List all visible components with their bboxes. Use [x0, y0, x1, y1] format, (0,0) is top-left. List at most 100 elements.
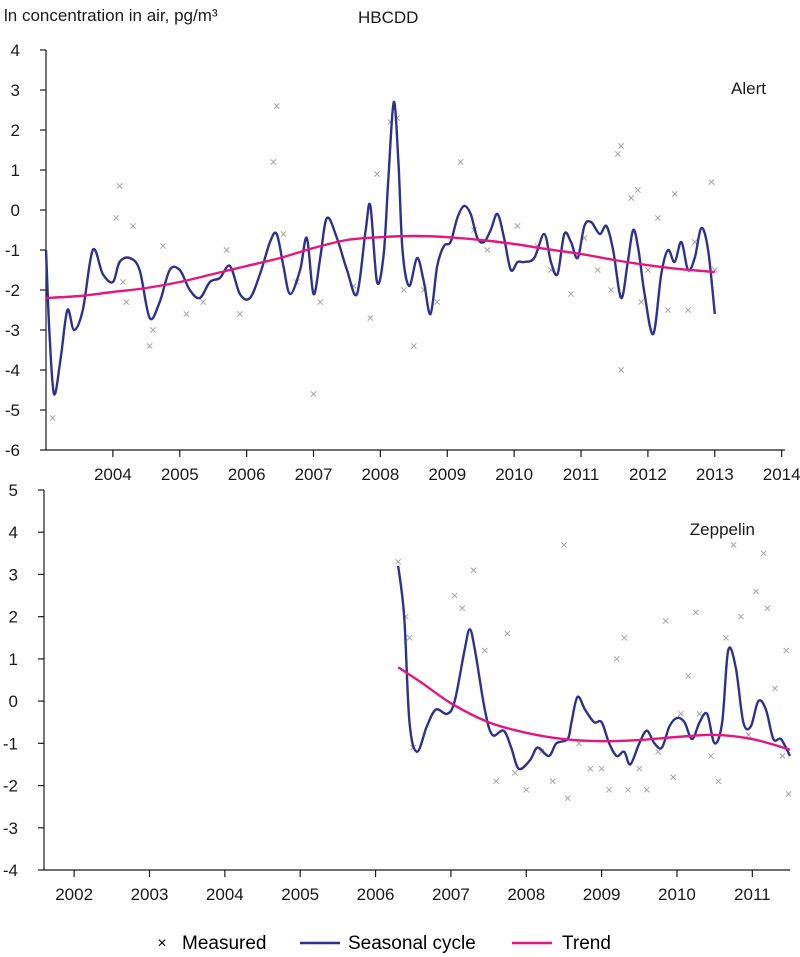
measured-point	[470, 567, 477, 574]
y-tick-label: 3	[11, 81, 20, 100]
seasonal-cycle-line	[397, 565, 792, 771]
measured-point	[636, 765, 643, 772]
measured-point	[183, 311, 190, 317]
measured-point	[367, 315, 374, 321]
measured-point	[119, 279, 126, 285]
x-tick-label: 2010	[658, 885, 696, 904]
measured-point	[708, 179, 715, 185]
x-tick-label: 2003	[131, 885, 169, 904]
measured-point	[779, 753, 786, 759]
measured-point	[644, 267, 651, 273]
measured-point	[512, 769, 518, 776]
measured-point	[621, 634, 628, 641]
legend: × Measured Seasonal cycle Trend	[157, 933, 611, 954]
x-tick-label: 2014	[763, 465, 800, 484]
measured-point	[146, 343, 153, 349]
x-tick-label: 2007	[295, 465, 333, 484]
x-tick-label: 2009	[428, 465, 466, 484]
measured-point	[493, 778, 500, 785]
measured-point	[200, 299, 207, 305]
measured-point	[685, 307, 691, 313]
legend-seasonal-label: Seasonal cycle	[348, 933, 476, 954]
x-tick-label: 2009	[583, 885, 621, 904]
x-tick-label: 2004	[206, 885, 244, 904]
measured-point	[722, 634, 729, 641]
y-tick-label: 1	[9, 650, 18, 669]
measured-point	[655, 748, 662, 755]
x-tick-label: 2012	[629, 465, 667, 484]
x-tick-label: 2008	[361, 465, 399, 484]
seasonal-cycle-line	[44, 100, 716, 396]
measured-point	[618, 143, 625, 149]
measured-point	[764, 605, 771, 612]
compound-title: HBCDD	[358, 8, 419, 27]
measured-point	[310, 391, 317, 397]
measured-point	[598, 765, 605, 772]
y-tick-label: 5	[9, 481, 18, 500]
measured-point	[150, 327, 156, 333]
x-tick-label: 2006	[357, 885, 395, 904]
measured-point	[564, 795, 571, 802]
y-tick-label: 3	[9, 565, 18, 584]
y-tick-label: 0	[9, 692, 18, 711]
measured-point	[49, 415, 56, 421]
measured-point	[608, 287, 615, 293]
x-tick-label: 2004	[94, 465, 132, 484]
measured-point	[317, 299, 324, 305]
measured-point	[753, 588, 760, 595]
measured-point	[374, 171, 380, 177]
measured-point	[662, 617, 669, 624]
measured-point	[504, 630, 511, 637]
y-tick-label: 4	[11, 41, 20, 60]
y-tick-label: -4	[3, 861, 18, 880]
measured-point	[613, 655, 620, 662]
measured-point	[594, 267, 601, 273]
measured-point	[638, 299, 645, 305]
y-tick-label: 4	[9, 523, 18, 542]
measured-point	[395, 558, 402, 565]
measured-point	[123, 299, 130, 305]
measured-point	[692, 609, 699, 616]
y-tick-label: -5	[5, 401, 20, 420]
measured-point	[270, 159, 277, 165]
x-tick-label: 2013	[696, 465, 734, 484]
y-tick-label: -1	[3, 734, 18, 753]
measured-point	[523, 786, 530, 793]
measured-point	[400, 287, 407, 293]
measured-point	[587, 765, 594, 772]
x-tick-label: 2002	[55, 885, 93, 904]
measured-point	[738, 613, 744, 620]
measured-point	[730, 541, 737, 548]
measured-point	[715, 778, 722, 785]
measured-point	[771, 685, 778, 692]
y-tick-label: 2	[9, 608, 18, 627]
trend-line	[397, 666, 791, 751]
measured-point	[434, 299, 441, 305]
measured-point	[457, 159, 464, 165]
measured-point	[671, 191, 678, 197]
legend-measured-label: Measured	[182, 933, 267, 954]
x-tick-label: 2010	[495, 465, 533, 484]
x-tick-label: 2008	[507, 885, 545, 904]
y-tick-label: -3	[3, 819, 18, 838]
legend-measured-marker: ×	[157, 935, 166, 952]
measured-point	[670, 774, 677, 781]
panel-title: Zeppelin	[690, 520, 755, 539]
y-tick-label: 0	[11, 201, 20, 220]
y-tick-label: -2	[5, 281, 20, 300]
measured-point	[685, 672, 692, 679]
trend-line	[45, 234, 715, 300]
measured-point	[568, 291, 574, 297]
measured-point	[696, 710, 703, 717]
measured-point	[116, 183, 123, 189]
measured-point	[406, 634, 413, 641]
measured-point	[129, 223, 136, 229]
measured-point	[514, 223, 521, 229]
measured-point	[481, 647, 488, 654]
y-tick-label: 2	[11, 121, 20, 140]
measured-point	[549, 778, 556, 785]
panel-zeppelin: -4 -3 -2 -1 0 1 2 3 4 5 2002 2003 2004 2005 2006 2007 20…	[3, 481, 792, 904]
measured-point	[634, 187, 641, 193]
measured-point	[410, 343, 417, 349]
